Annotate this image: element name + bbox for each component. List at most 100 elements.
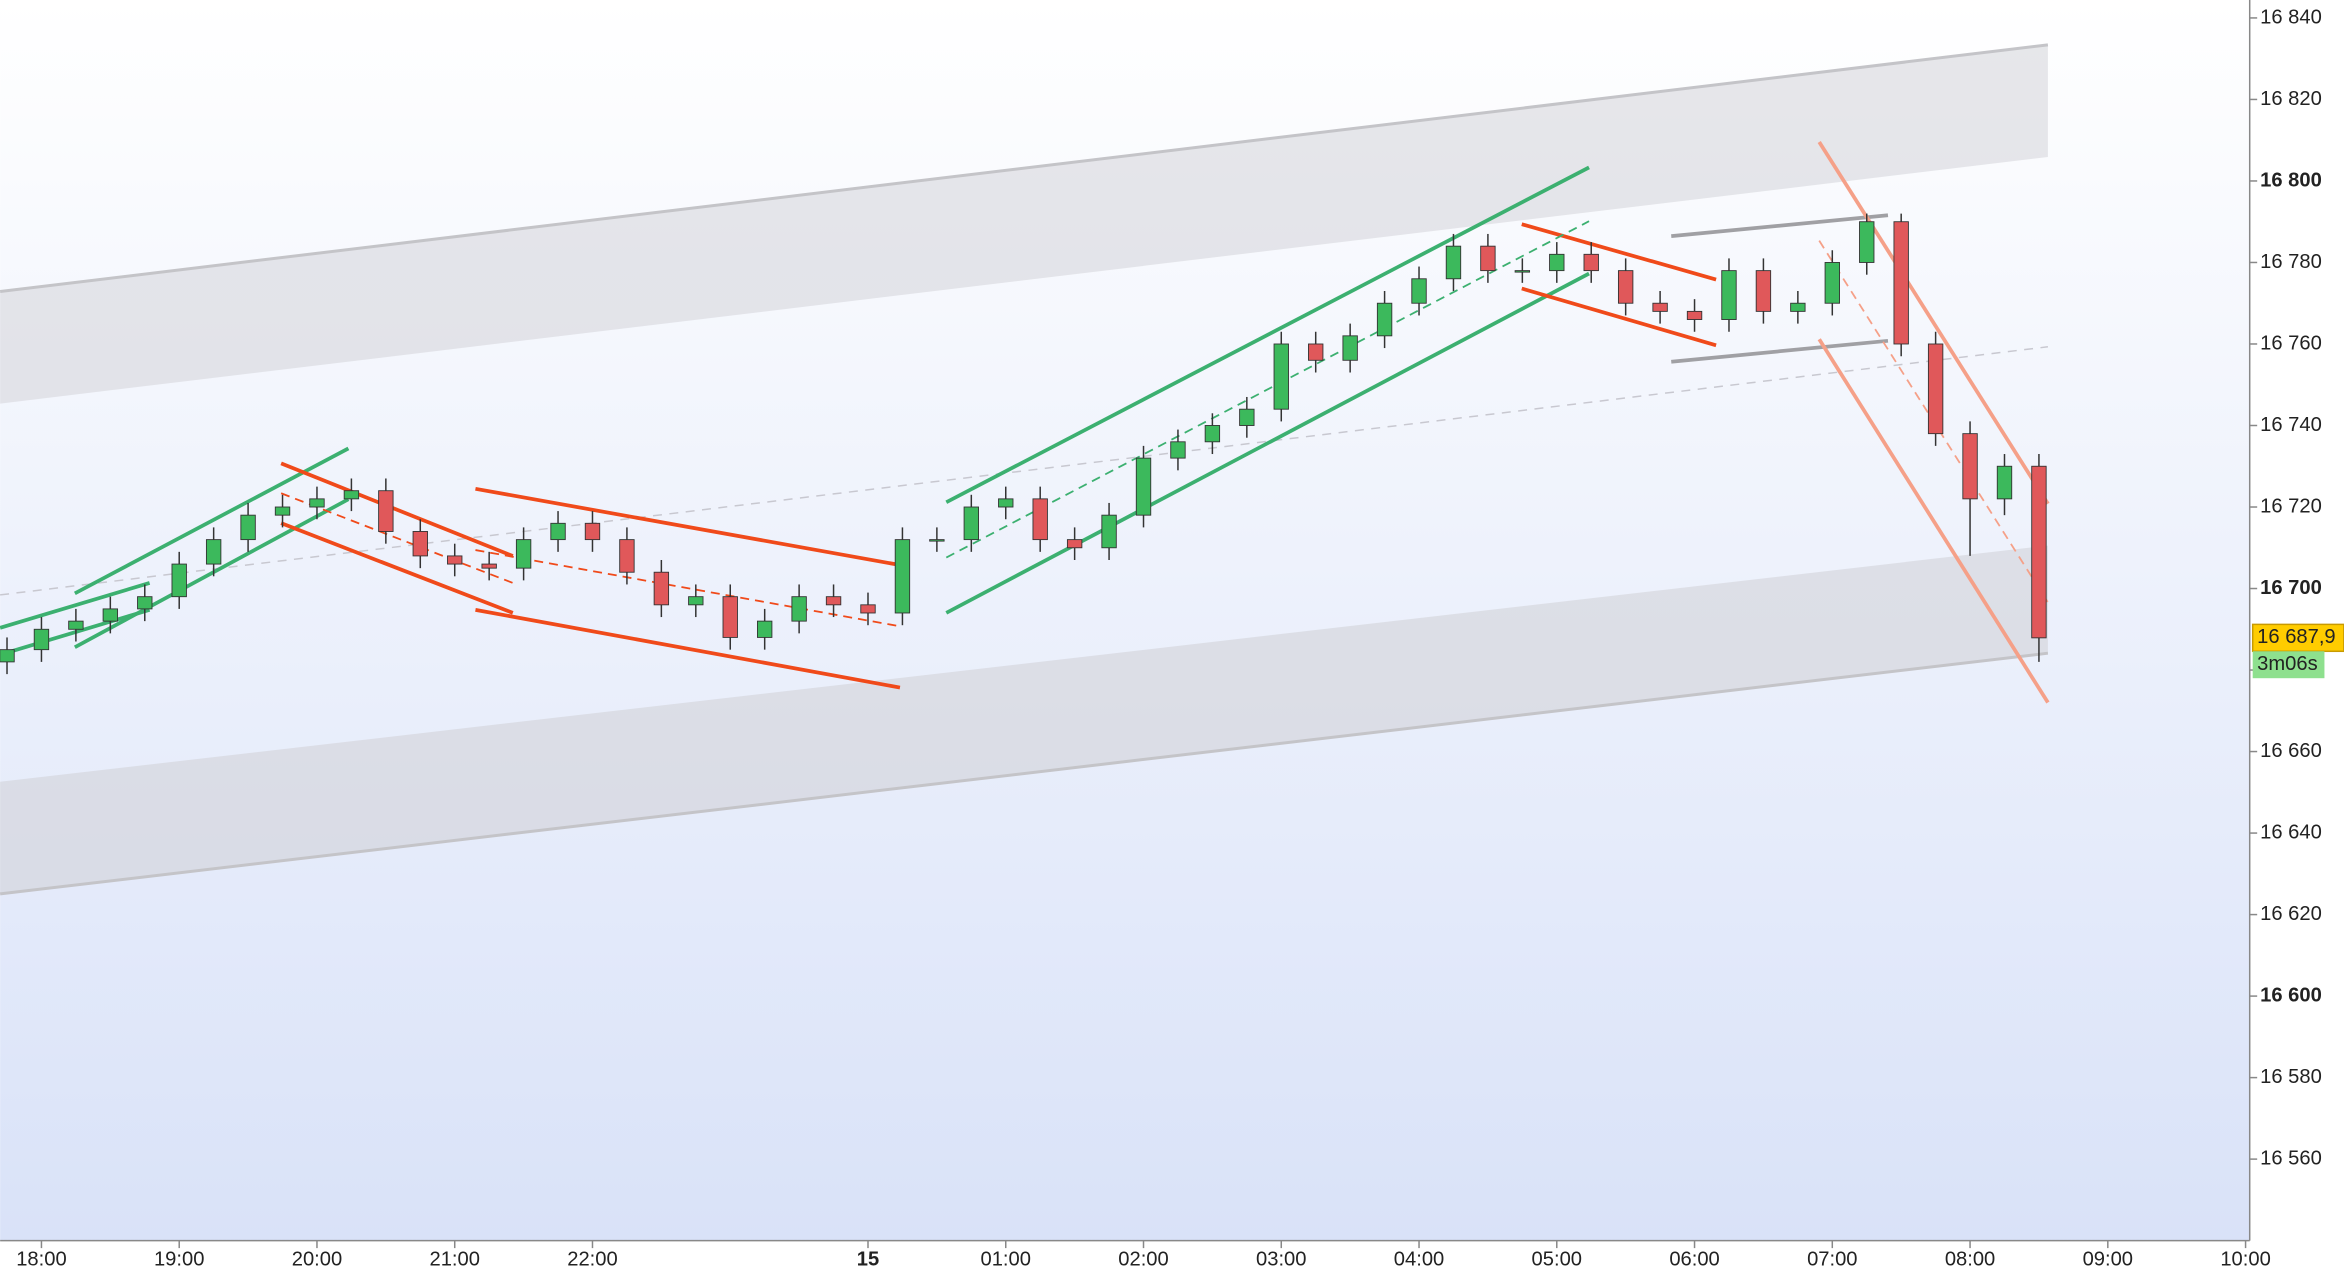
countdown-label: 3m06s <box>2257 653 2318 675</box>
candle-body <box>1514 270 1531 273</box>
trend-midline <box>280 492 514 584</box>
candle-body <box>1859 221 1875 263</box>
candle-body <box>1135 457 1152 516</box>
candle-body <box>378 490 394 532</box>
x-tick-label: 06:00 <box>1669 1248 1719 1270</box>
y-tick-label: 16 660 <box>2260 740 2322 762</box>
x-tick-label: 08:00 <box>1945 1248 1995 1270</box>
candle-body <box>1686 310 1703 320</box>
y-tick-label: 16 820 <box>2260 88 2322 110</box>
candle-body <box>412 531 428 557</box>
trend-midline <box>475 549 901 628</box>
candle-body <box>102 608 119 622</box>
trend-line <box>0 581 151 630</box>
candle-body <box>1308 343 1324 361</box>
candle-body <box>791 596 807 622</box>
candle-body <box>1204 425 1221 443</box>
trend-line <box>475 486 901 567</box>
candle-body <box>2031 465 2047 639</box>
candle-body <box>1411 278 1427 304</box>
candle-body <box>1066 539 1083 549</box>
y-tick-label: 16 720 <box>2260 495 2322 517</box>
trend-line <box>0 608 151 657</box>
x-tick-label: 05:00 <box>1532 1248 1582 1270</box>
x-tick-label: 01:00 <box>981 1248 1031 1270</box>
trend-line <box>1817 141 2050 505</box>
y-tick-label: 16 760 <box>2260 332 2322 354</box>
candle-body <box>1893 221 1909 345</box>
candle-body <box>68 620 84 630</box>
trend-line <box>280 461 514 558</box>
trend-line <box>475 608 901 690</box>
candle-body <box>1101 514 1117 549</box>
y-tick-label: 16 560 <box>2260 1147 2322 1169</box>
candle-body <box>1170 441 1186 459</box>
x-tick-label: 04:00 <box>1394 1248 1444 1270</box>
candle-body <box>1032 498 1048 541</box>
channel-line <box>0 43 2049 293</box>
candle-body <box>171 563 187 598</box>
candle-body <box>550 522 566 541</box>
candle-body <box>1342 335 1358 361</box>
y-tick-label: 16 640 <box>2260 821 2322 843</box>
candle-body <box>1239 408 1255 426</box>
x-tick-label: 15 <box>857 1248 879 1270</box>
trend-line <box>1671 338 1889 364</box>
candle-body <box>1652 302 1668 312</box>
trend-midline <box>945 220 1590 559</box>
trend-line <box>73 497 350 649</box>
candle-body <box>1790 302 1806 312</box>
candle-body <box>756 620 773 638</box>
trend-line <box>1521 286 1717 348</box>
x-tick-label: 20:00 <box>292 1248 342 1270</box>
candle-body <box>1962 433 1978 500</box>
candle-body <box>309 498 325 508</box>
candle-body <box>1721 270 1737 320</box>
candle-body <box>653 571 670 606</box>
y-tick-label: 16 700 <box>2260 577 2322 599</box>
candle-body <box>1583 253 1599 272</box>
candle-body <box>33 628 50 651</box>
candle-body <box>1445 245 1462 280</box>
candle-body <box>0 649 15 663</box>
candle-body <box>1273 343 1289 410</box>
candle-body <box>894 539 911 614</box>
last-price-tag <box>2251 623 2344 653</box>
x-tick-label: 22:00 <box>567 1248 617 1270</box>
channel-band <box>0 545 2048 894</box>
candle-body <box>343 490 360 500</box>
x-tick-label: 03:00 <box>1256 1248 1306 1270</box>
candle-body <box>584 522 601 541</box>
candle-body <box>1549 253 1565 272</box>
y-tick-label: 16 800 <box>2260 169 2322 191</box>
candle-body <box>1617 270 1634 304</box>
y-tick-label: 16 780 <box>2260 251 2322 273</box>
candle-body <box>619 539 635 573</box>
channel-band <box>0 44 2048 404</box>
x-tick-label: 02:00 <box>1118 1248 1168 1270</box>
candle-body <box>205 539 222 565</box>
candle-body <box>515 539 532 569</box>
trend-line <box>1671 213 1889 239</box>
x-tick-label: 21:00 <box>429 1248 479 1270</box>
x-tick-label: 19:00 <box>154 1248 204 1270</box>
candle-body <box>1824 262 1840 304</box>
candle-body <box>688 596 704 606</box>
candle-body <box>240 514 256 541</box>
channel-line <box>0 651 2049 896</box>
x-tick-label: 07:00 <box>1807 1248 1857 1270</box>
candle-body <box>722 596 738 638</box>
y-tick-label: 16 580 <box>2260 1066 2322 1088</box>
y-tick-label: 16 620 <box>2260 903 2322 925</box>
candle-body <box>825 596 842 606</box>
candle-body <box>137 596 153 610</box>
trend-line <box>945 165 1590 504</box>
y-tick-label: 16 740 <box>2260 414 2322 436</box>
candle-body <box>274 506 291 516</box>
y-tick-label: 16 600 <box>2260 984 2322 1006</box>
axis-background <box>0 1240 2250 1278</box>
candle-body <box>447 555 463 565</box>
candle-body <box>481 563 497 569</box>
x-tick-label: 10:00 <box>2220 1248 2270 1270</box>
